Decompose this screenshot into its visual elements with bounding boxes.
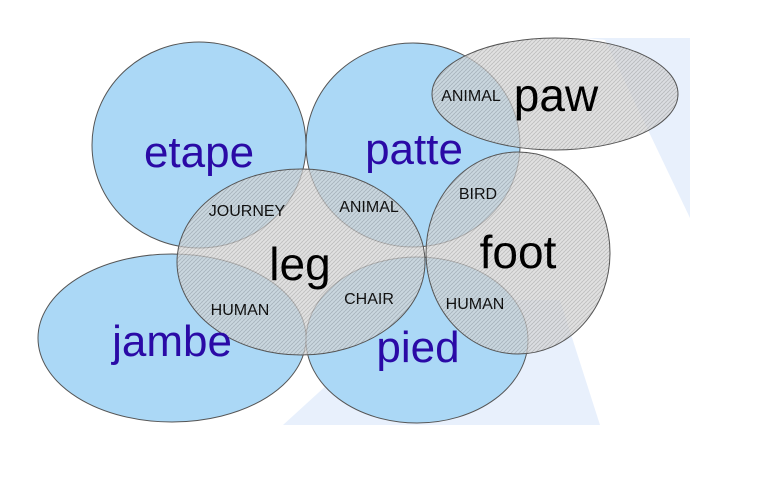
sense-label-human-leg-jambe: HUMAN	[211, 302, 270, 319]
sense-label-bird: BIRD	[459, 186, 497, 203]
jambe-label: jambe	[110, 317, 232, 366]
sense-label-animal-leg-patte: ANIMAL	[339, 199, 399, 216]
paw-circle	[431, 37, 679, 151]
foot-circle	[425, 151, 611, 355]
sense-label-human-foot-pied: HUMAN	[446, 296, 505, 313]
sense-label-journey: JOURNEY	[209, 203, 286, 220]
foot-label: foot	[480, 226, 557, 278]
pied-label: pied	[376, 323, 459, 372]
patte-label: patte	[365, 125, 463, 174]
paw-label: paw	[514, 69, 599, 121]
leg-label: leg	[269, 238, 330, 290]
leg-circle	[176, 168, 426, 356]
sense-label-animal-paw-patte: ANIMAL	[441, 88, 501, 105]
sense-label-chair: CHAIR	[344, 291, 394, 308]
etape-label: etape	[144, 128, 254, 177]
